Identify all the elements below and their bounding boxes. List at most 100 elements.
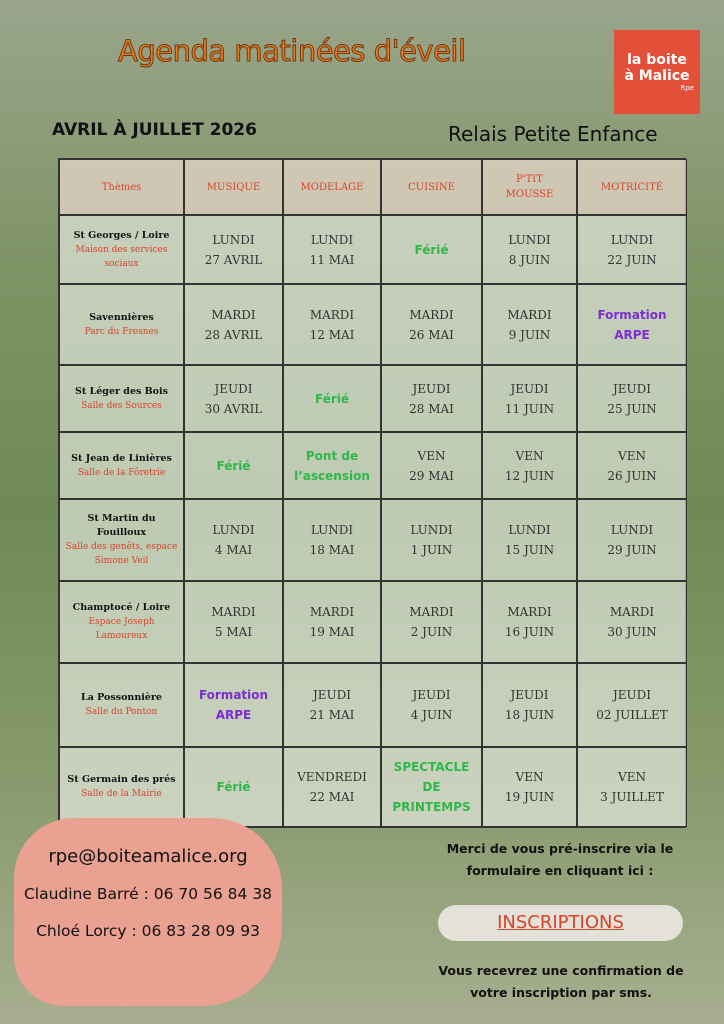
date-cell: LUNDI 11 MAI xyxy=(283,215,381,284)
cell-text: 15 JUIN xyxy=(504,543,555,557)
header-text: MOTRICITÉ xyxy=(600,181,664,193)
date-cell: LUNDI 8 JUIN xyxy=(482,215,577,284)
title: Agenda matinées d'éveil xyxy=(118,34,467,69)
cell-text: 3 JUILLET xyxy=(600,790,664,804)
organization: Relais Petite Enfance xyxy=(448,122,658,146)
cell-text: LUNDI xyxy=(212,232,255,247)
place-cell: St Martin du Fouilloux Salle des genêts, … xyxy=(59,499,184,581)
period: AVRIL À JUILLET 2026 xyxy=(52,120,257,140)
date-cell: Pont de l’ascension xyxy=(283,432,381,499)
date-cell: LUNDI 18 MAI xyxy=(283,499,381,581)
cell-text: Formation xyxy=(198,688,269,702)
logo-tag: Rpe xyxy=(680,84,694,92)
cell-text: 30 AVRIL xyxy=(204,401,263,416)
place-name: Savennières xyxy=(89,311,154,323)
cell-text: 28 AVRIL xyxy=(204,327,263,342)
venue-name: Maison des services sociaux xyxy=(75,244,168,269)
cell-text: MARDI xyxy=(309,307,355,322)
logo-line: la boite xyxy=(627,52,687,68)
cell-text: JEUDI xyxy=(214,381,253,396)
date-cell: JEUDI 30 AVRIL xyxy=(184,365,283,432)
cell-text: MARDI xyxy=(507,307,552,322)
cell-text: Férié xyxy=(414,242,449,257)
cell-text: JEUDI xyxy=(612,381,652,396)
cell-text: LUNDI xyxy=(508,232,551,247)
date-cell: SPECTACLE DE PRINTEMPS xyxy=(381,747,482,827)
header-cell: CUISINE xyxy=(381,159,482,215)
cell-text: VEN xyxy=(515,448,544,463)
cell-text: Formation xyxy=(597,307,667,322)
date-cell: LUNDI 29 JUIN xyxy=(577,499,687,581)
inscriptions-button[interactable]: INSCRIPTIONS xyxy=(438,905,683,941)
date-cell: Formation ARPE xyxy=(184,663,283,747)
cell-text: 21 MAI xyxy=(309,708,355,722)
date-cell: LUNDI 27 AVRIL xyxy=(184,215,283,284)
date-cell: MARDI 16 JUIN xyxy=(482,581,577,663)
date-cell: LUNDI 15 JUIN xyxy=(482,499,577,581)
place-cell: La Possonnière Salle du Ponton xyxy=(59,663,184,747)
cell-text: MARDI xyxy=(507,605,552,619)
cell-text: VENDREDI xyxy=(297,770,367,784)
date-cell: Férié xyxy=(184,747,283,827)
cell-text: Férié xyxy=(216,458,251,473)
date-cell: VEN 26 JUIN xyxy=(577,432,687,499)
cell-text: 29 JUIN xyxy=(607,543,657,557)
date-cell: LUNDI 4 MAI xyxy=(184,499,283,581)
date-cell: MARDI 28 AVRIL xyxy=(184,284,283,365)
cell-text: Férié xyxy=(216,780,251,794)
cell-text: VEN xyxy=(417,448,446,463)
phone: Claudine Barré : 06 70 56 84 38 xyxy=(23,885,273,903)
date-cell: MARDI 9 JUIN xyxy=(482,284,577,365)
cell-text: JEUDI xyxy=(312,688,352,702)
confirmation: Vous recevrez une confirmation de votre … xyxy=(438,963,684,1000)
cell-text: 27 AVRIL xyxy=(204,252,263,267)
cell-text: LUNDI xyxy=(310,232,354,247)
cell-text: 19 JUIN xyxy=(504,790,555,804)
cell-text: MARDI xyxy=(211,605,256,619)
cell-text: ARPE xyxy=(215,708,252,722)
cell-text: SPECTACLE xyxy=(393,760,470,774)
date-cell: VENDREDI 22 MAI xyxy=(283,747,381,827)
cell-text: 28 MAI xyxy=(409,401,454,416)
venue-name: Salle du Ponton xyxy=(85,707,158,717)
cell-text: ARPE xyxy=(614,327,650,342)
contact-bubble: rpe@boiteamalice.org Claudine Barré : 06… xyxy=(14,818,282,1006)
date-cell: VEN 29 MAI xyxy=(381,432,482,499)
cell-text: VEN xyxy=(618,448,646,463)
date-cell: VEN 3 JUILLET xyxy=(577,747,687,827)
place-name: La Possonnière xyxy=(81,692,162,703)
place-cell: St Léger des Bois Salle des Sources xyxy=(59,365,184,432)
date-cell: MARDI 5 MAI xyxy=(184,581,283,663)
date-cell: JEUDI 21 MAI xyxy=(283,663,381,747)
date-cell: JEUDI 25 JUIN xyxy=(577,365,687,432)
cell-text: 4 MAI xyxy=(214,543,253,557)
email: rpe@boiteamalice.org xyxy=(48,846,248,867)
cell-text: JEUDI xyxy=(412,381,451,396)
cell-text: 30 JUIN xyxy=(607,625,657,639)
cell-text: Férié xyxy=(314,391,350,406)
date-cell: JEUDI 4 JUIN xyxy=(381,663,482,747)
cell-text: 2 JUIN xyxy=(410,625,453,639)
cell-text: 29 MAI xyxy=(409,468,454,483)
date-cell: Férié xyxy=(184,432,283,499)
venue-name: Salle de la Mairie xyxy=(81,789,162,799)
date-cell: VEN 12 JUIN xyxy=(482,432,577,499)
cell-text: VEN xyxy=(618,770,646,784)
date-cell: Formation ARPE xyxy=(577,284,687,365)
header-cell: MUSIQUE xyxy=(184,159,283,215)
cell-text: MARDI xyxy=(211,307,256,322)
header-text: MOUSSE xyxy=(505,189,554,200)
cell-text: 5 MAI xyxy=(214,625,253,639)
cell-text: 4 JUIN xyxy=(410,708,453,722)
header-cell: Thèmes xyxy=(59,159,184,215)
registration-note: Merci de vous pré-inscrire via le formul… xyxy=(446,841,674,878)
cell-text: MARDI xyxy=(409,605,454,619)
cell-text: 11 JUIN xyxy=(504,401,555,416)
cell-text: 8 JUIN xyxy=(508,252,551,267)
place-name: St Georges / Loire xyxy=(73,229,170,241)
place-cell: St Georges / Loire Maison des services so… xyxy=(59,215,184,284)
venue-name: Espace Joseph Lamoureux xyxy=(88,617,155,641)
date-cell: JEUDI 18 JUIN xyxy=(482,663,577,747)
cell-text: 22 JUIN xyxy=(607,252,657,267)
